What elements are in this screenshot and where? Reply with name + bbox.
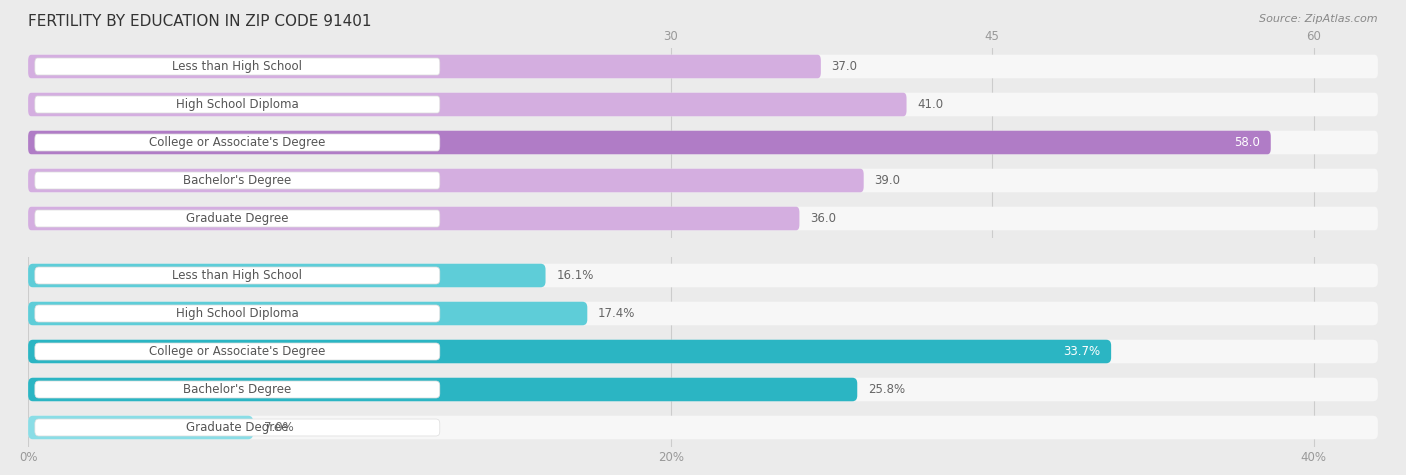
Text: College or Associate's Degree: College or Associate's Degree <box>149 345 326 358</box>
Text: College or Associate's Degree: College or Associate's Degree <box>149 136 326 149</box>
Text: 7.0%: 7.0% <box>264 421 294 434</box>
FancyBboxPatch shape <box>28 207 1378 230</box>
Text: Less than High School: Less than High School <box>173 60 302 73</box>
Text: 25.8%: 25.8% <box>868 383 905 396</box>
Text: Source: ZipAtlas.com: Source: ZipAtlas.com <box>1260 14 1378 24</box>
FancyBboxPatch shape <box>28 93 1378 116</box>
Text: FERTILITY BY EDUCATION IN ZIP CODE 91401: FERTILITY BY EDUCATION IN ZIP CODE 91401 <box>28 14 371 29</box>
Text: 33.7%: 33.7% <box>1063 345 1101 358</box>
FancyBboxPatch shape <box>28 93 907 116</box>
FancyBboxPatch shape <box>35 210 440 227</box>
FancyBboxPatch shape <box>28 416 1378 439</box>
FancyBboxPatch shape <box>28 264 1378 287</box>
Text: 17.4%: 17.4% <box>598 307 636 320</box>
FancyBboxPatch shape <box>28 169 1378 192</box>
FancyBboxPatch shape <box>28 378 858 401</box>
FancyBboxPatch shape <box>28 378 1378 401</box>
FancyBboxPatch shape <box>28 340 1111 363</box>
FancyBboxPatch shape <box>28 302 1378 325</box>
FancyBboxPatch shape <box>35 343 440 360</box>
Text: High School Diploma: High School Diploma <box>176 307 298 320</box>
Text: Bachelor's Degree: Bachelor's Degree <box>183 174 291 187</box>
Text: 39.0: 39.0 <box>875 174 900 187</box>
Text: 16.1%: 16.1% <box>557 269 593 282</box>
FancyBboxPatch shape <box>35 172 440 189</box>
FancyBboxPatch shape <box>28 340 1378 363</box>
Text: Graduate Degree: Graduate Degree <box>186 421 288 434</box>
FancyBboxPatch shape <box>28 55 821 78</box>
FancyBboxPatch shape <box>35 58 440 75</box>
FancyBboxPatch shape <box>28 207 800 230</box>
Text: High School Diploma: High School Diploma <box>176 98 298 111</box>
FancyBboxPatch shape <box>28 131 1271 154</box>
Text: 58.0: 58.0 <box>1234 136 1260 149</box>
Text: 36.0: 36.0 <box>810 212 837 225</box>
Text: Less than High School: Less than High School <box>173 269 302 282</box>
FancyBboxPatch shape <box>28 169 863 192</box>
FancyBboxPatch shape <box>28 55 1378 78</box>
FancyBboxPatch shape <box>35 96 440 113</box>
FancyBboxPatch shape <box>28 416 253 439</box>
Text: Bachelor's Degree: Bachelor's Degree <box>183 383 291 396</box>
Text: Graduate Degree: Graduate Degree <box>186 212 288 225</box>
FancyBboxPatch shape <box>28 264 546 287</box>
FancyBboxPatch shape <box>35 419 440 436</box>
FancyBboxPatch shape <box>35 134 440 151</box>
Text: 41.0: 41.0 <box>917 98 943 111</box>
FancyBboxPatch shape <box>35 381 440 398</box>
FancyBboxPatch shape <box>35 305 440 322</box>
Text: 37.0: 37.0 <box>831 60 858 73</box>
FancyBboxPatch shape <box>28 131 1378 154</box>
FancyBboxPatch shape <box>28 302 588 325</box>
FancyBboxPatch shape <box>35 267 440 284</box>
